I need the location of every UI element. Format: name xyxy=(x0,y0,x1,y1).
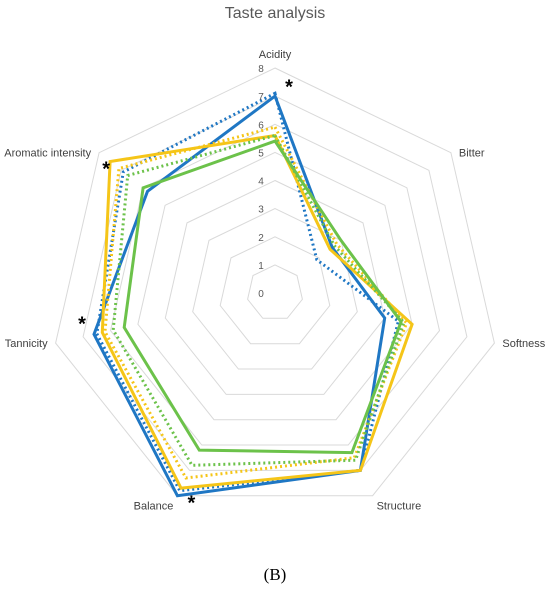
tick-label-1: 1 xyxy=(258,261,264,272)
tick-label-2: 2 xyxy=(258,233,264,244)
series-line-3 xyxy=(103,125,409,480)
grid-ring-6 xyxy=(109,123,441,446)
grid-ring-5 xyxy=(137,151,413,421)
significance-star-tannicity: * xyxy=(78,313,86,335)
axis-label-balance: Balance xyxy=(134,501,174,513)
tick-labels: 0 1 2 3 4 5 6 7 8 xyxy=(258,64,264,300)
axis-label-acidity: Acidity xyxy=(259,49,292,61)
axis-label-aromatic-intensity: Aromatic intensity xyxy=(4,148,91,160)
axis-label-bitter: Bitter xyxy=(459,148,485,160)
significance-markers: * * * * xyxy=(78,76,293,514)
axis-label-structure: Structure xyxy=(377,501,422,513)
tick-label-0: 0 xyxy=(258,289,264,300)
series-group xyxy=(92,91,414,498)
panel-label: (B) xyxy=(264,565,287,584)
tick-label-6: 6 xyxy=(258,120,264,131)
grid-ring-7 xyxy=(82,95,468,471)
significance-star-balance: * xyxy=(188,493,196,515)
axis-label-softness: Softness xyxy=(502,338,545,350)
series-line-2 xyxy=(100,133,414,490)
grid-ring-4 xyxy=(164,179,386,395)
significance-star-aromatic-intensity: * xyxy=(102,159,110,181)
series-line-5 xyxy=(111,133,406,467)
grid-ring-3 xyxy=(192,208,358,370)
grid-ring-8 xyxy=(55,67,495,497)
tick-label-3: 3 xyxy=(258,205,264,216)
tick-label-4: 4 xyxy=(258,177,264,188)
axis-labels: Acidity Bitter Softness Structure Balance Tan… xyxy=(4,49,545,513)
tick-label-5: 5 xyxy=(258,148,264,159)
tick-label-8: 8 xyxy=(258,64,264,75)
series-line-4 xyxy=(122,139,403,455)
radar-grid xyxy=(55,67,495,497)
tick-label-7: 7 xyxy=(258,92,264,103)
chart-title: Taste analysis xyxy=(225,5,326,22)
significance-star-acidity: * xyxy=(285,76,293,98)
grid-ring-2 xyxy=(219,236,331,345)
grid-ring-1 xyxy=(247,264,303,319)
axis-label-tannicity: Tannicity xyxy=(5,338,48,350)
